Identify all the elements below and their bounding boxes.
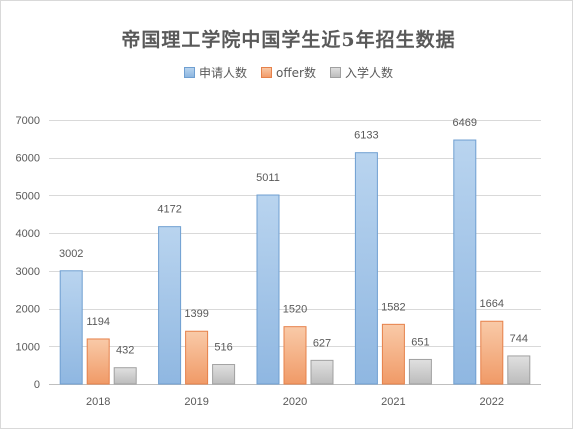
y-tick-label: 2000 bbox=[16, 304, 40, 316]
x-tick-label: 2020 bbox=[283, 396, 307, 408]
offers-bar bbox=[86, 338, 110, 385]
legend-label-offers: offer数 bbox=[276, 66, 316, 80]
legend-swatch-offers bbox=[261, 67, 273, 78]
x-tick-label: 2018 bbox=[86, 396, 110, 408]
data-label: 744 bbox=[510, 333, 528, 345]
legend-label-applications: 申请人数 bbox=[199, 66, 248, 80]
data-label: 516 bbox=[214, 342, 232, 354]
applications-bar bbox=[453, 139, 477, 385]
data-label: 1399 bbox=[184, 308, 208, 320]
legend-item-offers: offer数 bbox=[261, 64, 316, 81]
legend-swatch-applications bbox=[184, 67, 196, 78]
applications-bar bbox=[256, 194, 280, 385]
chart-title: 帝国理工学院中国学生近5年招生数据 bbox=[121, 29, 456, 51]
data-label: 1582 bbox=[381, 301, 405, 313]
legend-swatch-enrolled bbox=[329, 67, 341, 78]
offers-bar bbox=[185, 330, 209, 385]
y-tick-label: 7000 bbox=[16, 115, 40, 127]
enrolled-bar bbox=[507, 355, 531, 385]
y-tick-label: 6000 bbox=[16, 153, 40, 165]
data-label: 3002 bbox=[59, 248, 83, 260]
data-label: 1664 bbox=[480, 298, 504, 310]
applications-bar bbox=[59, 270, 83, 385]
data-label: 6469 bbox=[453, 117, 477, 129]
y-tick-label: 5000 bbox=[16, 190, 40, 202]
legend-item-applications: 申请人数 bbox=[184, 64, 247, 81]
data-label: 5011 bbox=[256, 172, 280, 184]
legend-item-enrolled: 入学人数 bbox=[329, 64, 393, 81]
legend-label-enrolled: 入学人数 bbox=[344, 66, 393, 80]
legend: 申请人数 offer数 入学人数 bbox=[1, 64, 575, 81]
enrolled-bar bbox=[408, 358, 432, 385]
data-label: 6133 bbox=[354, 130, 378, 142]
applications-bar bbox=[354, 152, 378, 385]
enrolled-bar bbox=[113, 367, 137, 385]
data-label: 651 bbox=[411, 336, 429, 348]
data-label: 4172 bbox=[157, 204, 181, 216]
offers-bar bbox=[381, 323, 405, 385]
data-label: 432 bbox=[116, 345, 134, 357]
enrolled-bar bbox=[212, 364, 236, 385]
x-tick-label: 2022 bbox=[480, 396, 504, 408]
y-tick-label: 3000 bbox=[16, 266, 40, 278]
applications-bar bbox=[158, 226, 182, 385]
x-tick-label: 2021 bbox=[381, 396, 405, 408]
y-tick-label: 0 bbox=[34, 379, 40, 391]
offers-bar bbox=[480, 320, 504, 385]
data-label: 1520 bbox=[283, 304, 307, 316]
data-label: 627 bbox=[313, 337, 331, 349]
y-tick-label: 1000 bbox=[16, 341, 40, 353]
x-tick-label: 2019 bbox=[184, 396, 208, 408]
offers-bar bbox=[283, 326, 307, 385]
enrolled-bar bbox=[310, 359, 334, 385]
y-tick-label: 4000 bbox=[16, 228, 40, 240]
data-label: 1194 bbox=[86, 316, 110, 328]
